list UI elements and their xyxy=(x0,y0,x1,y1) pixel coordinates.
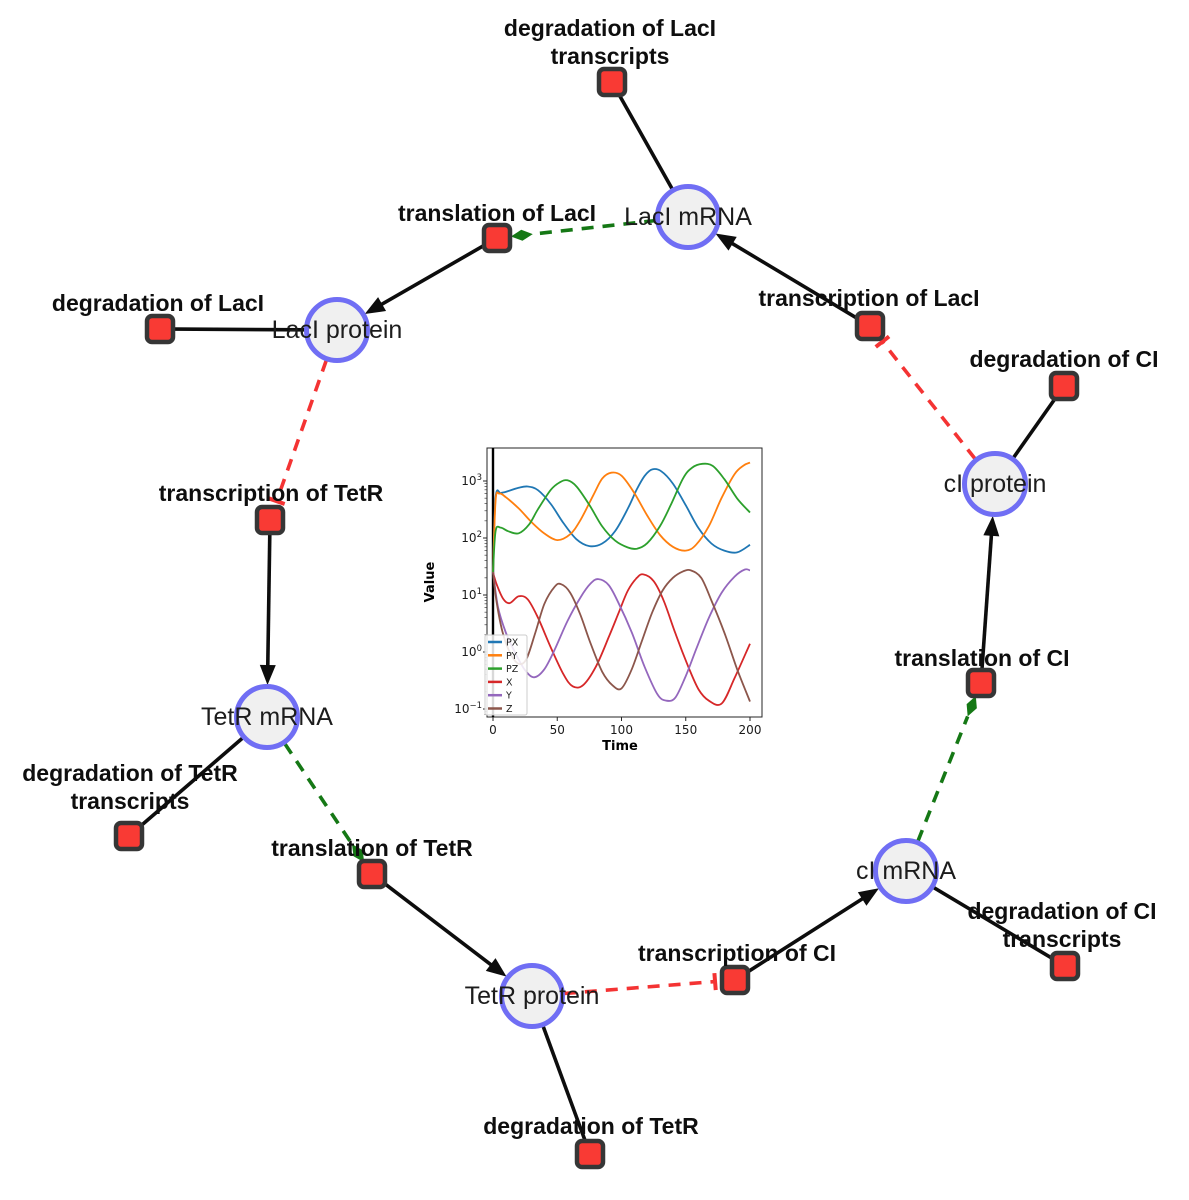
species-node-tetr-mrna[interactable] xyxy=(234,684,300,750)
series-curve-X xyxy=(492,572,751,706)
species-label-tetr-mrna: TetR mRNA xyxy=(201,703,333,731)
edge-production-translation-laci-to-laci-protein xyxy=(379,243,485,307)
reaction-label-deg-tetr-transcripts-line2: transcripts xyxy=(71,788,190,814)
edge-production-translation-tetr-to-tetr-protein-arrowhead xyxy=(485,958,507,977)
reaction-label-transcription-laci: transcription of LacI xyxy=(758,285,979,311)
edge-production-translation-ci-to-ci-protein-arrowhead xyxy=(983,515,1000,537)
reaction-label-translation-ci: translation of CI xyxy=(894,645,1069,671)
edge-modifier-tetr-mrna-to-translation-tetr-diamond xyxy=(351,844,365,863)
reaction-label-transcription-ci: transcription of CI xyxy=(638,940,836,966)
reaction-label-transcription-tetr: transcription of TetR xyxy=(159,480,384,506)
reaction-label-deg-laci-transcripts-line2: transcripts xyxy=(551,43,670,69)
species-node-laci-mrna[interactable] xyxy=(655,184,721,250)
legend-entry-label-X: X xyxy=(506,677,513,688)
legend-entry-label-Z: Z xyxy=(506,704,513,715)
legend-entry-label-PY: PY xyxy=(506,651,518,662)
reaction-node-translation-tetr[interactable] xyxy=(356,858,388,890)
edge-inhibition-ci-protein-to-transcription-laci-tbar xyxy=(874,334,891,349)
species-label-laci-protein: LacI protein xyxy=(272,316,403,344)
y-tick-label: 10−1 xyxy=(454,701,482,716)
edge-production-transcription-tetr-to-tetr-mrna xyxy=(265,534,272,668)
reaction-label-deg-laci: degradation of LacI xyxy=(52,290,264,316)
edge-consumption-laci-protein-to-deg-laci xyxy=(174,327,306,332)
edge-production-transcription-laci-to-laci-mrna xyxy=(729,241,859,320)
edge-inhibition-ci-protein-to-transcription-laci xyxy=(880,340,977,461)
series-curve-PZ xyxy=(492,462,751,573)
legend-entry-label-Y: Y xyxy=(505,691,512,702)
species-label-laci-mrna: LacI mRNA xyxy=(624,203,752,231)
timeseries-plot: 0 50 100 150 200 103 102 101 100 10−1 PX PY PZ XYZ Ti… xyxy=(423,447,763,754)
nodes-layer xyxy=(113,66,1081,1170)
reaction-node-transcription-tetr[interactable] xyxy=(254,504,286,536)
edges-layer xyxy=(139,94,1057,1141)
x-tick-label: 50 xyxy=(550,723,565,737)
reaction-node-deg-laci-transcripts[interactable] xyxy=(596,66,628,98)
labels-layer: LacI mRNA LacI protein TetR mRNA TetR prote… xyxy=(22,15,1158,1139)
y-tick-label: 101 xyxy=(461,587,482,602)
reaction-label-deg-ci: degradation of CI xyxy=(969,346,1158,372)
reaction-label-translation-tetr: translation of TetR xyxy=(271,835,473,861)
reaction-node-deg-ci[interactable] xyxy=(1048,370,1080,402)
x-tick-label: 0 xyxy=(489,723,497,737)
reaction-label-deg-ci-transcripts-line2: transcripts xyxy=(1003,926,1122,952)
species-label-ci-protein: cI protein xyxy=(944,470,1047,498)
legend-entry-label-PX: PX xyxy=(506,638,519,649)
edge-production-transcription-laci-to-laci-mrna-arrowhead xyxy=(715,233,737,251)
x-tick-label: 100 xyxy=(610,723,633,737)
reaction-node-transcription-ci[interactable] xyxy=(719,964,751,996)
edge-modifier-tetr-mrna-to-translation-tetr xyxy=(283,742,354,846)
edge-inhibition-tetr-protein-to-transcription-ci xyxy=(563,979,716,996)
edge-consumption-ci-mrna-to-deg-ci-transcripts xyxy=(932,885,1054,960)
reaction-label-deg-tetr: degradation of TetR xyxy=(483,1113,699,1139)
edge-inhibition-tetr-protein-to-transcription-ci-tbar xyxy=(712,972,718,991)
reaction-label-deg-tetr-transcripts-line1: degradation of TetR xyxy=(22,760,238,786)
series-curve-PX xyxy=(492,468,751,573)
reaction-label-deg-ci-transcripts-line1: degradation of CI xyxy=(967,898,1156,924)
y-tick-label: 103 xyxy=(461,473,482,488)
y-tick-label: 102 xyxy=(461,530,482,545)
edge-inhibition-laci-protein-to-transcription-tetr xyxy=(274,359,329,502)
edge-modifier-ci-mrna-to-translation-ci-diamond xyxy=(966,696,977,717)
y-tick-label: 100 xyxy=(461,644,482,659)
reaction-node-deg-tetr-transcripts[interactable] xyxy=(113,820,145,852)
chart-panel: 0 50 100 150 200 103 102 101 100 10−1 PX PY PZ X Y Z Ti… xyxy=(420,432,770,767)
x-axis-label: Time xyxy=(602,739,638,754)
reaction-node-transcription-laci[interactable] xyxy=(854,310,886,342)
reaction-node-deg-ci-transcripts[interactable] xyxy=(1049,950,1081,982)
edge-modifier-ci-mrna-to-translation-ci xyxy=(916,715,970,842)
reaction-label-deg-laci-transcripts-line1: degradation of LacI xyxy=(504,15,716,41)
reaction-node-deg-tetr[interactable] xyxy=(574,1138,606,1170)
edge-inhibition-laci-protein-to-transcription-tetr-tbar xyxy=(267,496,286,506)
edge-consumption-tetr-mrna-to-deg-tetr-transcripts xyxy=(139,736,244,828)
series-curve-PY xyxy=(492,461,751,573)
x-tick-label: 150 xyxy=(674,723,697,737)
species-node-tetr-protein[interactable] xyxy=(499,963,565,1029)
edge-production-transcription-ci-to-ci-mrna-arrowhead xyxy=(857,888,880,906)
edge-consumption-tetr-protein-to-deg-tetr xyxy=(541,1025,587,1141)
edge-production-transcription-ci-to-ci-mrna xyxy=(746,896,865,974)
species-node-laci-protein[interactable] xyxy=(304,297,370,363)
edge-modifier-laci-mrna-to-translation-laci-diamond xyxy=(510,229,533,241)
edge-consumption-laci-mrna-to-deg-laci-transcripts xyxy=(617,94,674,190)
species-node-ci-mrna[interactable] xyxy=(873,838,939,904)
species-node-ci-protein[interactable] xyxy=(962,451,1028,517)
reaction-node-translation-ci[interactable] xyxy=(965,667,997,699)
edge-production-transcription-tetr-to-tetr-mrna-arrowhead xyxy=(259,664,276,686)
reaction-label-translation-laci: translation of LacI xyxy=(398,200,596,226)
curves-layer xyxy=(491,448,751,717)
edge-production-translation-tetr-to-tetr-protein xyxy=(382,881,494,968)
edge-production-translation-laci-to-laci-protein-arrowhead xyxy=(364,297,387,315)
reaction-node-translation-laci[interactable] xyxy=(481,222,513,254)
species-label-tetr-protein: TetR protein xyxy=(465,982,600,1010)
edge-production-translation-ci-to-ci-protein xyxy=(980,533,994,669)
legend-entry-label-PZ: PZ xyxy=(506,664,519,675)
edge-consumption-ci-protein-to-deg-ci xyxy=(1011,397,1057,459)
axes-frame xyxy=(486,447,763,718)
y-axis-label: Value xyxy=(423,561,438,602)
reaction-node-deg-laci[interactable] xyxy=(144,313,176,345)
species-label-ci-mrna: cI mRNA xyxy=(856,857,956,885)
x-tick-label: 200 xyxy=(739,723,762,737)
